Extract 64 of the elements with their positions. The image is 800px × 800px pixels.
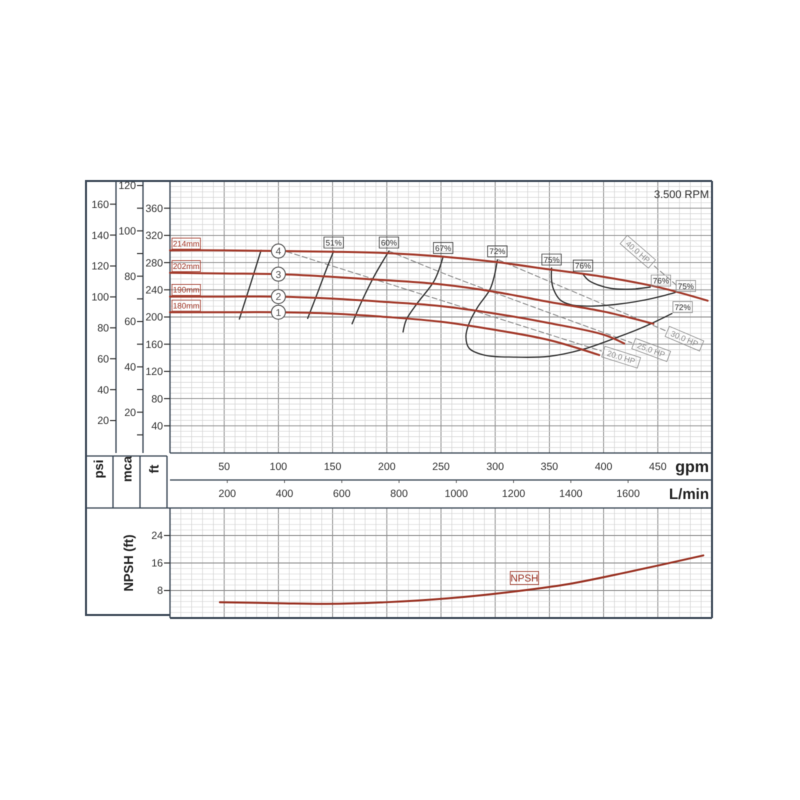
y3-tick-label: 140 xyxy=(91,230,110,242)
y3-tick-label: 120 xyxy=(91,260,110,273)
y2-tick-label: 20 xyxy=(124,406,136,419)
y-tick-label: 16 xyxy=(151,558,164,570)
y3-tick-label: 20 xyxy=(97,415,110,428)
x-tick-label: 50 xyxy=(218,461,230,473)
x-tick-label: 250 xyxy=(432,461,450,473)
series-label: 4 xyxy=(276,246,282,258)
x-tick-label: 350 xyxy=(540,461,558,473)
x-tick-label: 200 xyxy=(378,461,396,473)
series-label: 2 xyxy=(276,292,282,304)
y3-axis-title: psi xyxy=(91,460,106,478)
y2-tick-label: 100 xyxy=(118,226,136,238)
y-tick-label: 280 xyxy=(145,257,164,270)
y3-tick-label: 60 xyxy=(97,353,110,366)
y3-tick-label: 40 xyxy=(97,384,110,396)
x2-axis-title: L/min xyxy=(669,486,709,503)
y-tick-label: 24 xyxy=(151,530,164,542)
x-axis-title: gpm xyxy=(675,459,709,476)
x2-tick-label: 400 xyxy=(276,488,294,500)
text: 30.0 HP xyxy=(669,329,700,349)
y-tick-label: 8 xyxy=(157,585,164,598)
x-tick-label: 150 xyxy=(324,461,342,473)
y-tick-label: 240 xyxy=(145,284,164,296)
y2-tick-label: 60 xyxy=(124,316,136,328)
x2-tick-label: 600 xyxy=(333,488,351,500)
y-tick-label: 40 xyxy=(151,420,164,432)
y2-tick-label: 40 xyxy=(124,362,136,374)
y2-axis-title: mca xyxy=(120,455,134,482)
y2-tick-label: 120 xyxy=(118,180,136,192)
y-tick-label: 360 xyxy=(145,202,164,215)
y2-tick-label: 80 xyxy=(124,270,136,283)
series-label: 3 xyxy=(276,270,282,281)
x2-tick-label: 1600 xyxy=(616,488,640,500)
y-tick-label: 200 xyxy=(145,312,164,324)
y3-tick-label: 80 xyxy=(97,322,110,334)
series-label: NPSH xyxy=(510,574,538,585)
y-tick-label: 120 xyxy=(145,366,164,378)
x2-tick-label: 1200 xyxy=(502,488,526,500)
x2-tick-label: 800 xyxy=(390,488,408,500)
x2-tick-label: 200 xyxy=(218,488,236,500)
line-series xyxy=(218,554,704,605)
y3-tick-label: 160 xyxy=(91,198,110,211)
y-axis-title: NPSH (ft) xyxy=(121,534,136,592)
y-tick-label: 160 xyxy=(145,338,164,351)
text: 40.0 HP xyxy=(624,239,652,265)
text: 20.0 HP xyxy=(606,348,636,366)
x2-tick-label: 1400 xyxy=(559,488,583,500)
line-series xyxy=(307,250,334,320)
line-series xyxy=(351,250,390,324)
x2-tick-label: 1000 xyxy=(444,488,468,500)
annotation: 3.500 RPM xyxy=(654,189,709,201)
x-tick-label: 400 xyxy=(594,461,613,473)
y-tick-label: 320 xyxy=(145,230,164,242)
series-label: 60% xyxy=(380,238,397,248)
x-tick-label: 100 xyxy=(270,461,288,473)
y3-tick-label: 100 xyxy=(91,292,110,304)
x-tick-label: 450 xyxy=(649,461,667,473)
x-tick-label: 300 xyxy=(486,461,504,473)
y-tick-label: 80 xyxy=(151,393,164,406)
y-axis-title: ft xyxy=(146,464,162,474)
line-series xyxy=(402,256,444,333)
text: 25.0 HP xyxy=(636,341,666,360)
series-label: 1 xyxy=(276,308,282,319)
